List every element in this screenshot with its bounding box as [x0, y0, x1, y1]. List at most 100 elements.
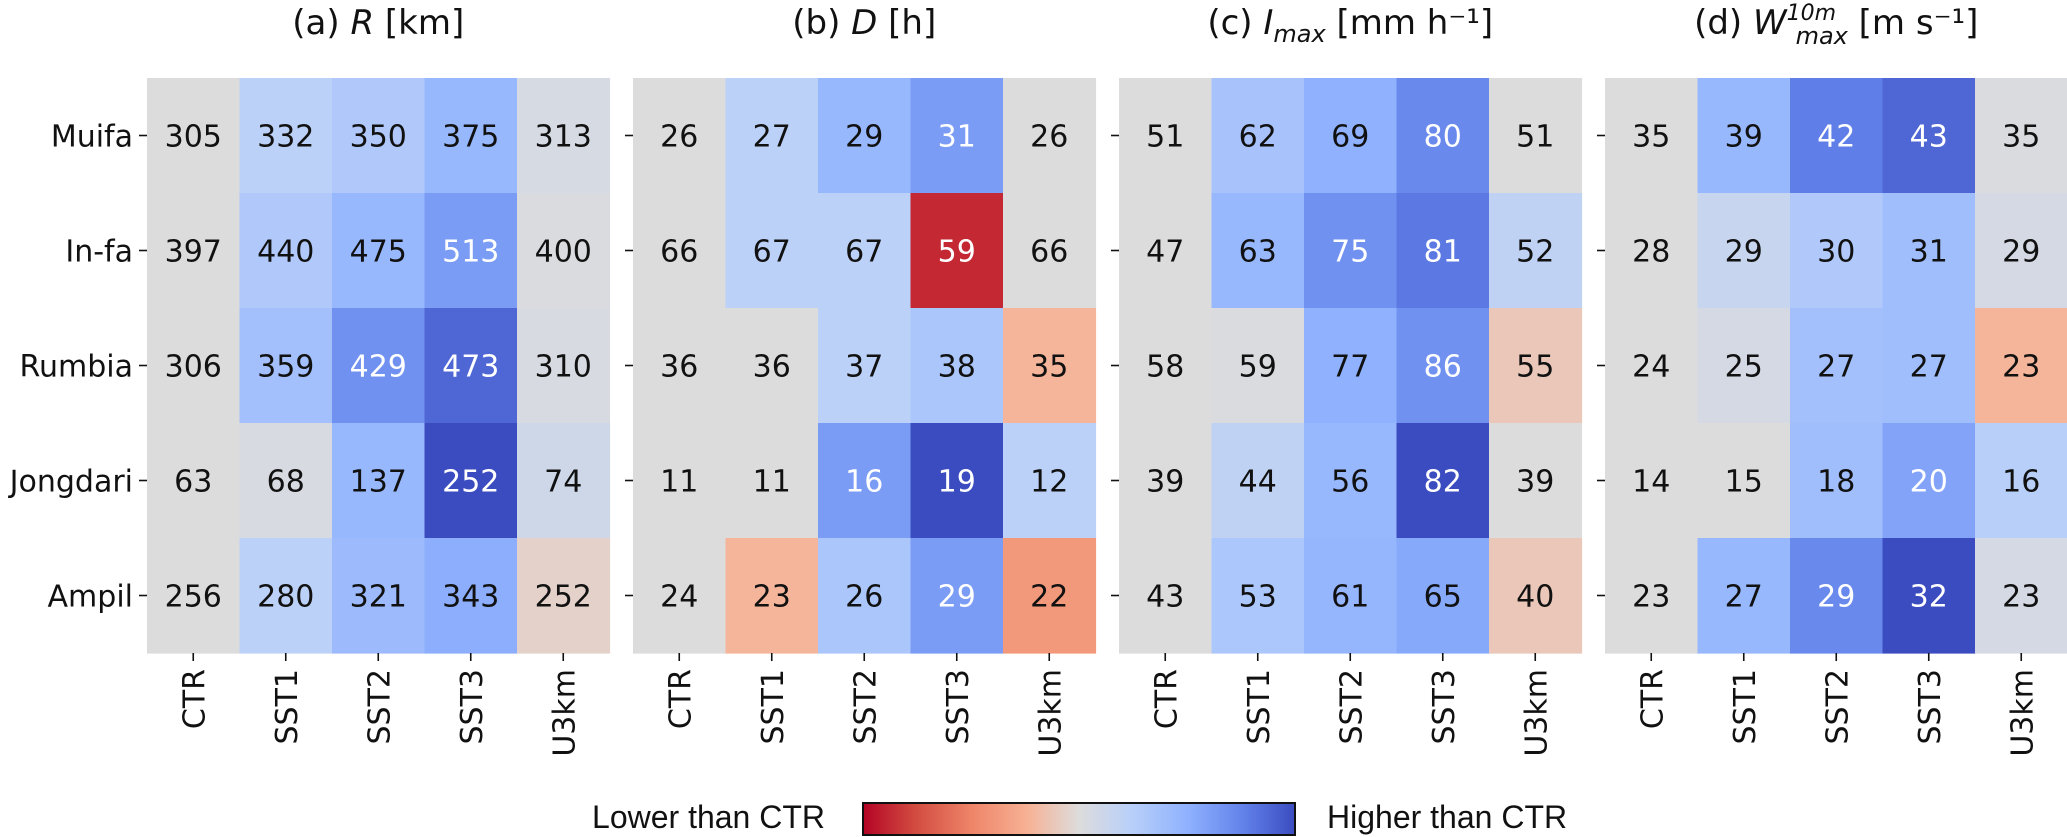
panel-title: (c) Imax [mm h⁻¹]: [1207, 3, 1493, 48]
heatmap-cell: [239, 423, 333, 539]
x-tick-label: SST1: [270, 669, 305, 745]
cell-value: 56: [1331, 465, 1369, 500]
heatmap-cell: [725, 538, 819, 654]
heatmap-cell: [1119, 538, 1213, 654]
x-tick-label: U3km: [1519, 669, 1554, 757]
heatmap-cell: [1396, 308, 1490, 424]
x-tick-label: CTR: [177, 669, 212, 729]
heatmap-cell: [239, 193, 333, 309]
cell-value: 23: [753, 580, 791, 615]
x-tick-label: U3km: [547, 669, 582, 757]
colorbar: [862, 802, 1296, 836]
heatmap-cell: [1697, 78, 1791, 194]
heatmap-cell: [910, 538, 1004, 654]
heatmap-cell: [633, 308, 727, 424]
heatmap-cell: [1489, 538, 1583, 654]
cell-value: 252: [535, 580, 592, 615]
cell-value: 66: [1030, 235, 1068, 270]
heatmap-cell: [332, 308, 426, 424]
heatmap-cell: [725, 308, 819, 424]
panel-title: (a) R [km]: [292, 3, 464, 43]
heatmap-cell: [1697, 308, 1791, 424]
heatmap-cell: [1304, 193, 1398, 309]
heatmap-cell: [147, 78, 241, 194]
x-tick-label: SST2: [362, 669, 397, 745]
cell-value: 473: [442, 350, 499, 385]
heatmap-cell: [239, 78, 333, 194]
cell-value: 137: [350, 465, 407, 500]
heatmap-cell: [725, 193, 819, 309]
heatmap-cell: [147, 538, 241, 654]
cell-value: 280: [257, 580, 314, 615]
cell-value: 28: [1632, 235, 1670, 270]
heatmap-cell: [1304, 423, 1398, 539]
heatmap-cell: [1489, 78, 1583, 194]
x-tick-label: CTR: [1149, 669, 1184, 729]
cell-value: 61: [1331, 580, 1369, 615]
legend-high-label: Higher than CTR: [1327, 799, 1567, 835]
heatmap-cell: [1003, 308, 1097, 424]
cell-value: 38: [938, 350, 976, 385]
cell-value: 23: [2002, 350, 2040, 385]
cell-value: 74: [544, 465, 582, 500]
heatmap-cell: [1396, 78, 1490, 194]
cell-value: 39: [1516, 465, 1554, 500]
legend-low-label: Lower than CTR: [592, 799, 825, 835]
cell-value: 69: [1331, 120, 1369, 155]
x-tick-label: SST1: [1242, 669, 1277, 745]
heatmap-cell: [1605, 78, 1699, 194]
heatmap-cell: [1882, 308, 1976, 424]
heatmap-cell: [1003, 538, 1097, 654]
cell-value: 63: [174, 465, 212, 500]
cell-value: 16: [2002, 465, 2040, 500]
heatmap-cell: [1790, 78, 1884, 194]
heatmap-cell: [910, 193, 1004, 309]
cell-value: 397: [165, 235, 222, 270]
x-tick-label: SST2: [1820, 669, 1855, 745]
x-tick-label: U3km: [2005, 669, 2040, 757]
x-tick-label: CTR: [1635, 669, 1670, 729]
heatmap-cell: [1489, 423, 1583, 539]
cell-value: 24: [660, 580, 698, 615]
x-tick-label: SST2: [1334, 669, 1369, 745]
heatmap-cell: [517, 308, 611, 424]
heatmap-cell: [1605, 538, 1699, 654]
cell-value: 18: [1817, 465, 1855, 500]
x-tick-label: SST2: [848, 669, 883, 745]
heatmap-cell: [147, 308, 241, 424]
colorbar-legend: Lower than CTR Higher than CTR: [592, 799, 1567, 836]
cell-value: 51: [1146, 120, 1184, 155]
cell-value: 35: [1632, 120, 1670, 155]
heatmap-cell: [1396, 193, 1490, 309]
heatmap-cell: [818, 308, 912, 424]
cell-value: 29: [845, 120, 883, 155]
cell-value: 19: [938, 465, 976, 500]
heatmap-cell: [147, 193, 241, 309]
heatmap-cell: [1975, 193, 2067, 309]
cell-value: 29: [938, 580, 976, 615]
cell-value: 66: [660, 235, 698, 270]
cell-value: 26: [845, 580, 883, 615]
y-tick-label: Ampil: [48, 580, 133, 615]
cell-value: 306: [165, 350, 222, 385]
cell-value: 25: [1725, 350, 1763, 385]
cell-value: 27: [1910, 350, 1948, 385]
cell-value: 24: [1632, 350, 1670, 385]
heatmap-cell: [1489, 193, 1583, 309]
heatmap-cell: [818, 193, 912, 309]
cell-value: 252: [442, 465, 499, 500]
heatmap-cell: [1882, 78, 1976, 194]
cell-value: 359: [257, 350, 314, 385]
heatmap-cell: [725, 78, 819, 194]
cell-value: 475: [350, 235, 407, 270]
cell-value: 40: [1516, 580, 1554, 615]
cell-value: 350: [350, 120, 407, 155]
cell-value: 375: [442, 120, 499, 155]
cell-value: 36: [660, 350, 698, 385]
y-tick-label: Rumbia: [20, 350, 134, 385]
cell-value: 59: [938, 235, 976, 270]
cell-value: 12: [1030, 465, 1068, 500]
heatmap-cell: [424, 423, 518, 539]
cell-value: 11: [660, 465, 698, 500]
